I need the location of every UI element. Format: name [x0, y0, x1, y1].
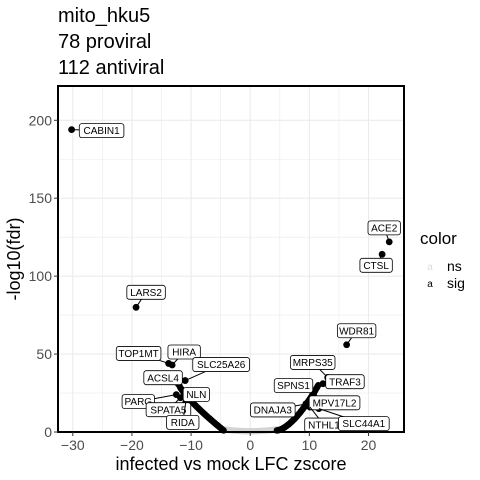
gene-label: ACSL4	[147, 373, 179, 384]
label-box	[338, 416, 390, 432]
label-box	[182, 387, 210, 402]
gene-label: NLN	[186, 390, 206, 401]
label-box	[273, 378, 314, 393]
legend-key-ns: a	[427, 262, 433, 273]
gene-label: WDR81	[339, 326, 374, 337]
y-tick-label: 50	[36, 346, 52, 362]
gene-label: DNAJA3	[254, 406, 293, 417]
gene-label: ACE2	[371, 223, 398, 234]
x-tick-label: −30	[61, 437, 85, 453]
gene-label: CABIN1	[84, 126, 121, 137]
label-box	[359, 257, 393, 273]
gene-label: MRPS35	[293, 358, 333, 369]
gene-label: CTSL	[363, 261, 389, 272]
x-tick-label: 0	[246, 437, 254, 453]
label-box	[336, 323, 377, 339]
title-line-3: 112 antiviral	[58, 57, 164, 79]
label-box	[115, 346, 162, 361]
gene-label: HIRA	[172, 348, 196, 359]
x-tick-label: 20	[361, 437, 377, 453]
title-line-1: mito_hku5	[58, 5, 150, 27]
label-box	[78, 123, 125, 139]
x-tick-label: −10	[179, 437, 203, 453]
gene-label: MPV17L2	[313, 398, 357, 409]
x-axis-title: infected vs mock LFC zscore	[115, 454, 346, 474]
x-tick-label: −20	[120, 437, 144, 453]
y-tick-label: 0	[44, 424, 52, 440]
legend-title: color	[420, 229, 457, 248]
gene-label: SLC25A26	[197, 360, 246, 371]
label-box	[167, 344, 201, 360]
y-tick-label: 200	[29, 112, 53, 128]
label-box	[325, 374, 365, 390]
gene-label: SLC44A1	[342, 419, 385, 430]
x-tick-label: 10	[302, 437, 318, 453]
gene-label: NTHL1	[308, 421, 340, 432]
legend: color a ns a sig	[420, 229, 465, 291]
labeled-point	[385, 238, 393, 246]
label-box	[126, 284, 166, 300]
title-line-2: 78 proviral	[58, 31, 151, 53]
legend-label-ns: ns	[447, 258, 462, 274]
gene-label: TOP1MT	[118, 349, 158, 360]
gene-label: LARS2	[130, 288, 162, 299]
label-box	[308, 395, 361, 411]
label-box	[250, 402, 296, 418]
legend-label-sig: sig	[447, 275, 465, 291]
legend-key-sig: a	[427, 279, 433, 290]
gene-label: SPNS1	[277, 381, 310, 392]
gene-label: TRAF3	[329, 377, 361, 388]
label-box	[166, 414, 200, 430]
y-axis-title: -log10(fdr)	[4, 217, 24, 300]
label-box	[192, 357, 250, 372]
label-box	[367, 220, 401, 236]
panel-border	[57, 85, 405, 433]
gene-label: SPATA5	[150, 405, 187, 416]
label-box	[143, 370, 183, 386]
chart-title: mito_hku5 78 proviral 112 antiviral	[58, 5, 164, 79]
y-tick-label: 150	[29, 190, 53, 206]
label-box	[290, 355, 336, 370]
gene-label: PARG	[124, 397, 152, 408]
gene-label: RIDA	[171, 418, 195, 429]
y-tick-label: 100	[29, 268, 53, 284]
